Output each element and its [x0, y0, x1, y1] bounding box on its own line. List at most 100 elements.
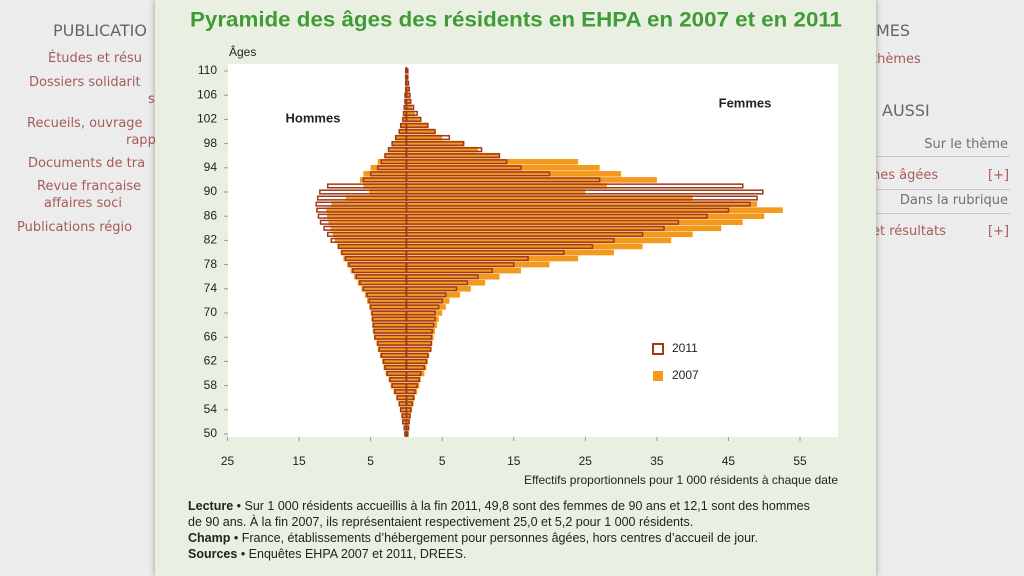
- bar: [406, 134, 443, 141]
- bar: [371, 316, 407, 322]
- bar: [405, 171, 551, 177]
- menu-item[interactable]: Publications régio: [17, 220, 133, 235]
- menu-item[interactable]: Études et résu: [48, 51, 143, 66]
- bar: [326, 207, 407, 213]
- bar: [385, 370, 407, 377]
- bar: [400, 122, 407, 129]
- bar: [406, 322, 438, 328]
- menu-item: Dans la rubrique: [899, 193, 1008, 208]
- bar: [406, 165, 600, 171]
- bar: [406, 231, 693, 238]
- menu-item[interactable]: Documents de tra: [28, 156, 146, 171]
- x-tick-label: 55: [793, 454, 807, 468]
- bar: [382, 358, 407, 365]
- bar: [406, 304, 446, 310]
- bar: [369, 304, 407, 310]
- menu-item[interactable]: Revue française: [37, 179, 142, 194]
- bar: [406, 195, 693, 201]
- bar: [406, 189, 586, 195]
- legend-label: 2011: [672, 341, 698, 355]
- menu-item[interactable]: thèmes: [872, 52, 921, 67]
- y-tick-label: 66: [204, 329, 218, 343]
- bar: [379, 352, 407, 359]
- bar: [372, 328, 407, 334]
- bar: [406, 207, 783, 213]
- x-tick-label: 5: [439, 454, 446, 468]
- bar: [405, 86, 411, 92]
- bar: [361, 286, 407, 292]
- separator: [872, 156, 1010, 157]
- bar: [405, 147, 483, 153]
- bar: [406, 279, 486, 286]
- x-tick-label: 5: [367, 454, 374, 468]
- bar: [402, 116, 407, 123]
- y-tick-label: 110: [198, 63, 217, 77]
- bar: [406, 376, 421, 383]
- bar: [405, 256, 529, 262]
- menu-item[interactable]: [+]: [988, 224, 1010, 239]
- bar: [406, 177, 657, 183]
- separator: [872, 213, 1010, 214]
- bar: [340, 249, 407, 256]
- bar: [406, 122, 428, 129]
- menu-item: Sur le thème: [924, 137, 1008, 152]
- menu-item[interactable]: rapp: [126, 133, 156, 148]
- bar: [399, 407, 407, 413]
- menu-item[interactable]: affaires soci: [44, 196, 122, 211]
- note-label: Champ: [188, 531, 231, 545]
- bar: [405, 268, 494, 274]
- bar: [374, 334, 407, 340]
- bar: [363, 183, 407, 189]
- bar: [406, 310, 443, 316]
- y-tick-label: 82: [204, 233, 218, 247]
- bar: [406, 213, 765, 219]
- menu-item[interactable]: nes âgées: [872, 168, 939, 183]
- bar: [350, 267, 407, 274]
- menu-item[interactable]: Dossiers solidarit: [29, 75, 141, 90]
- bar: [370, 310, 407, 316]
- note-label: Sources: [188, 547, 238, 561]
- bar: [406, 140, 464, 147]
- bar: [406, 261, 550, 268]
- bar: [377, 346, 407, 353]
- menu-item[interactable]: [+]: [988, 168, 1010, 183]
- menu-item: MES: [876, 21, 911, 40]
- bar: [405, 370, 422, 377]
- bar: [326, 213, 407, 219]
- bar: [406, 407, 413, 413]
- x-tick-label: 35: [650, 454, 664, 468]
- bar: [405, 292, 447, 298]
- bar: [405, 159, 508, 165]
- menu-item[interactable]: s: [148, 92, 155, 107]
- bar: [337, 243, 407, 250]
- notes: Lecture • Sur 1 000 résidents accueillis…: [188, 498, 820, 562]
- bar: [390, 382, 407, 389]
- bar: [398, 400, 407, 407]
- bar: [405, 419, 411, 425]
- note-label: Lecture: [188, 499, 234, 513]
- bar: [406, 183, 607, 189]
- bar: [388, 376, 407, 383]
- note: Sources • Enquêtes EHPA 2007 et 2011, DR…: [188, 546, 820, 562]
- bar: [406, 255, 579, 262]
- bar: [395, 134, 407, 141]
- bar: [406, 243, 643, 250]
- bar: [406, 273, 500, 280]
- note: Champ • France, établissements d’héberge…: [188, 530, 820, 546]
- y-tick-label: 90: [204, 184, 218, 198]
- bar: [406, 382, 420, 389]
- bar: [406, 152, 500, 159]
- bar: [399, 128, 407, 135]
- bar: [405, 122, 429, 129]
- bar: [406, 98, 410, 105]
- bar: [406, 86, 409, 92]
- menu-item[interactable]: et résultats: [872, 224, 946, 239]
- bar: [405, 207, 730, 213]
- bar: [406, 370, 425, 377]
- bar: [345, 195, 407, 201]
- y-tick-label: 86: [204, 208, 218, 222]
- menu-item[interactable]: Recueils, ouvrage: [27, 116, 143, 131]
- bar: [406, 352, 430, 359]
- bar: [354, 273, 407, 280]
